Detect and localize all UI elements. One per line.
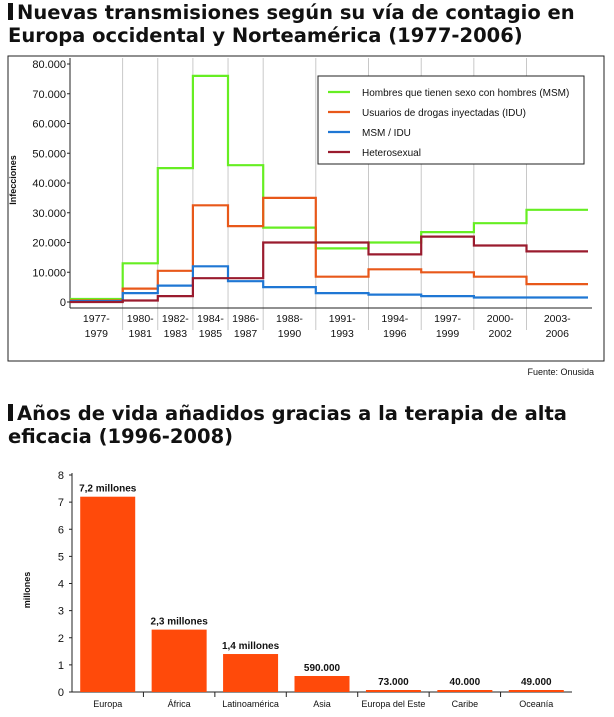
- line-chart-ylabel: Infecciones: [8, 155, 18, 205]
- x-tick-label: 1997-: [434, 313, 461, 325]
- x-tick-label: 1987: [234, 328, 258, 340]
- x-tick-label: 1991-: [329, 313, 356, 325]
- series-line-hetero: [70, 235, 588, 304]
- x-tick-label: 1999: [436, 328, 460, 340]
- legend-box: [317, 75, 585, 165]
- source-note: Fuente: Onusida: [527, 367, 594, 377]
- x-tick-label: 1982-: [162, 313, 189, 325]
- y-tick-label: 10.000: [32, 267, 66, 279]
- y-tick-label: 0: [60, 297, 66, 309]
- x-tick-label: 1983: [164, 328, 188, 340]
- x-tick-label: 1980-: [127, 313, 154, 325]
- line-chart-title: Nuevas transmisiones según su vía de con…: [8, 1, 575, 47]
- y-tick-label: 60.000: [32, 119, 66, 131]
- x-tick-label: 1990: [278, 328, 302, 340]
- legend-label: MSM / IDU: [362, 128, 411, 139]
- series-line-idu: [70, 196, 588, 302]
- x-tick-label: 1988-: [276, 313, 303, 325]
- x-tick-label: 2003-: [544, 313, 571, 325]
- y-tick-label: 20.000: [32, 238, 66, 250]
- x-tick-label: 1985: [199, 328, 223, 340]
- x-tick-label: 2000-: [487, 313, 514, 325]
- x-tick-label: 1977-: [83, 313, 110, 325]
- y-tick-label: 30.000: [32, 208, 66, 220]
- line-chart-legend: Hombres que tienen sexo con hombres (MSM…: [317, 75, 585, 165]
- x-tick-label: 1996: [383, 328, 407, 340]
- line-chart-frame: [7, 55, 605, 362]
- x-tick-label: 1981: [129, 328, 153, 340]
- bar-chart-title: Años de vida añadidos gracias a la terap…: [8, 402, 567, 448]
- x-tick-label: 2006: [546, 328, 570, 340]
- series-line-msmidu: [70, 265, 588, 303]
- x-tick-label: 1984-: [197, 313, 224, 325]
- x-tick-label: 1994-: [381, 313, 408, 325]
- legend-label: Usuarios de drogas inyectadas (IDU): [362, 108, 526, 119]
- legend-label: Heterosexual: [362, 148, 421, 159]
- x-tick-label: 2002: [489, 328, 513, 340]
- y-tick-label: 70.000: [32, 89, 66, 101]
- legend-label: Hombres que tienen sexo con hombres (MSM…: [362, 88, 569, 99]
- y-tick-label: 50.000: [32, 148, 66, 160]
- x-tick-label: 1993: [330, 328, 354, 340]
- x-tick-label: 1986-: [232, 313, 259, 325]
- y-tick-label: 80.000: [32, 59, 66, 71]
- series-line-msm: [70, 74, 588, 301]
- y-tick-label: 40.000: [32, 178, 66, 190]
- x-tick-label: 1979: [85, 328, 109, 340]
